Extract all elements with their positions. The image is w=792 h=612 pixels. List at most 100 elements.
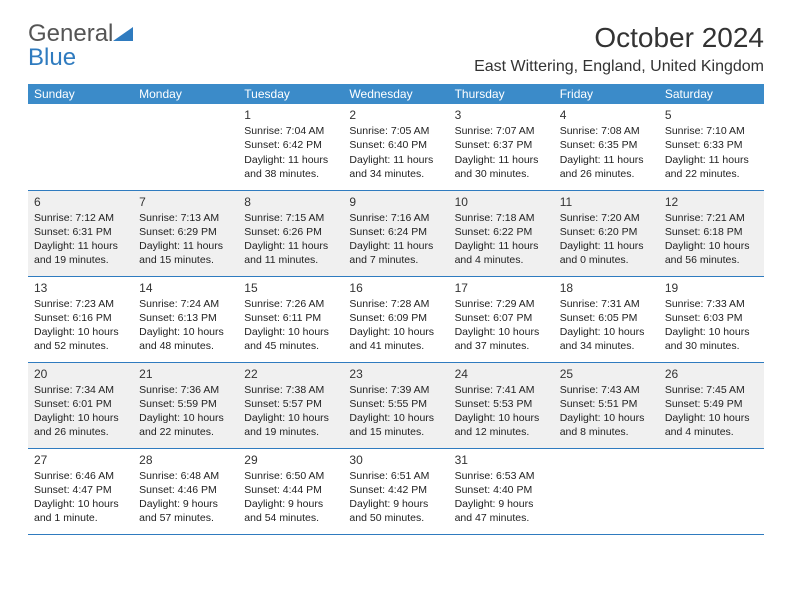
sunrise-line: Sunrise: 6:46 AM (34, 469, 127, 483)
logo-text: General Blue (28, 22, 133, 70)
day-number: 7 (139, 194, 232, 210)
sunrise-line: Sunrise: 7:28 AM (349, 297, 442, 311)
daylight-line: Daylight: 10 hours and 34 minutes. (560, 325, 653, 353)
sunset-line: Sunset: 6:26 PM (244, 225, 337, 239)
daylight-line: Daylight: 10 hours and 19 minutes. (244, 411, 337, 439)
sunrise-line: Sunrise: 7:43 AM (560, 383, 653, 397)
sunset-line: Sunset: 6:05 PM (560, 311, 653, 325)
daylight-line: Daylight: 10 hours and 48 minutes. (139, 325, 232, 353)
logo-triangle-icon (113, 27, 133, 41)
sunrise-line: Sunrise: 7:10 AM (665, 124, 758, 138)
day-number: 3 (455, 107, 548, 123)
calendar-day-cell: 1Sunrise: 7:04 AMSunset: 6:42 PMDaylight… (238, 104, 343, 190)
calendar-day-cell: 17Sunrise: 7:29 AMSunset: 6:07 PMDayligh… (449, 276, 554, 362)
sunrise-line: Sunrise: 7:04 AM (244, 124, 337, 138)
daylight-line: Daylight: 9 hours and 47 minutes. (455, 497, 548, 525)
day-number: 1 (244, 107, 337, 123)
sunrise-line: Sunrise: 7:12 AM (34, 211, 127, 225)
day-number: 31 (455, 452, 548, 468)
calendar-empty-cell (554, 448, 659, 534)
daylight-line: Daylight: 10 hours and 8 minutes. (560, 411, 653, 439)
sunset-line: Sunset: 6:33 PM (665, 138, 758, 152)
calendar-table: Sunday Monday Tuesday Wednesday Thursday… (28, 84, 764, 535)
sunrise-line: Sunrise: 7:24 AM (139, 297, 232, 311)
calendar-day-cell: 11Sunrise: 7:20 AMSunset: 6:20 PMDayligh… (554, 190, 659, 276)
calendar-day-cell: 27Sunrise: 6:46 AMSunset: 4:47 PMDayligh… (28, 448, 133, 534)
sunset-line: Sunset: 6:40 PM (349, 138, 442, 152)
sunset-line: Sunset: 5:49 PM (665, 397, 758, 411)
day-number: 12 (665, 194, 758, 210)
daylight-line: Daylight: 10 hours and 15 minutes. (349, 411, 442, 439)
calendar-day-cell: 20Sunrise: 7:34 AMSunset: 6:01 PMDayligh… (28, 362, 133, 448)
day-number: 20 (34, 366, 127, 382)
calendar-day-cell: 14Sunrise: 7:24 AMSunset: 6:13 PMDayligh… (133, 276, 238, 362)
sunset-line: Sunset: 6:18 PM (665, 225, 758, 239)
daylight-line: Daylight: 11 hours and 7 minutes. (349, 239, 442, 267)
daylight-line: Daylight: 10 hours and 45 minutes. (244, 325, 337, 353)
sunset-line: Sunset: 4:40 PM (455, 483, 548, 497)
calendar-empty-cell (659, 448, 764, 534)
calendar-week-row: 20Sunrise: 7:34 AMSunset: 6:01 PMDayligh… (28, 362, 764, 448)
calendar-day-cell: 8Sunrise: 7:15 AMSunset: 6:26 PMDaylight… (238, 190, 343, 276)
calendar-day-cell: 4Sunrise: 7:08 AMSunset: 6:35 PMDaylight… (554, 104, 659, 190)
calendar-day-cell: 2Sunrise: 7:05 AMSunset: 6:40 PMDaylight… (343, 104, 448, 190)
calendar-day-cell: 23Sunrise: 7:39 AMSunset: 5:55 PMDayligh… (343, 362, 448, 448)
sunrise-line: Sunrise: 6:51 AM (349, 469, 442, 483)
sunrise-line: Sunrise: 7:33 AM (665, 297, 758, 311)
sunset-line: Sunset: 5:51 PM (560, 397, 653, 411)
daylight-line: Daylight: 11 hours and 4 minutes. (455, 239, 548, 267)
dayheader-thursday: Thursday (449, 84, 554, 104)
sunrise-line: Sunrise: 7:31 AM (560, 297, 653, 311)
title-block: October 2024 East Wittering, England, Un… (474, 22, 764, 76)
sunrise-line: Sunrise: 6:50 AM (244, 469, 337, 483)
calendar-day-cell: 30Sunrise: 6:51 AMSunset: 4:42 PMDayligh… (343, 448, 448, 534)
sunrise-line: Sunrise: 7:45 AM (665, 383, 758, 397)
daylight-line: Daylight: 10 hours and 30 minutes. (665, 325, 758, 353)
daylight-line: Daylight: 9 hours and 54 minutes. (244, 497, 337, 525)
sunset-line: Sunset: 6:16 PM (34, 311, 127, 325)
dayheader-wednesday: Wednesday (343, 84, 448, 104)
daylight-line: Daylight: 11 hours and 30 minutes. (455, 153, 548, 181)
calendar-day-cell: 26Sunrise: 7:45 AMSunset: 5:49 PMDayligh… (659, 362, 764, 448)
daylight-line: Daylight: 10 hours and 12 minutes. (455, 411, 548, 439)
daylight-line: Daylight: 11 hours and 15 minutes. (139, 239, 232, 267)
day-number: 15 (244, 280, 337, 296)
logo-word2: Blue (28, 44, 76, 71)
day-number: 30 (349, 452, 442, 468)
daylight-line: Daylight: 10 hours and 56 minutes. (665, 239, 758, 267)
month-title: October 2024 (474, 22, 764, 54)
dayheader-friday: Friday (554, 84, 659, 104)
sunrise-line: Sunrise: 7:13 AM (139, 211, 232, 225)
day-header-row: Sunday Monday Tuesday Wednesday Thursday… (28, 84, 764, 104)
daylight-line: Daylight: 11 hours and 34 minutes. (349, 153, 442, 181)
sunset-line: Sunset: 6:22 PM (455, 225, 548, 239)
calendar-empty-cell (28, 104, 133, 190)
sunrise-line: Sunrise: 7:34 AM (34, 383, 127, 397)
sunrise-line: Sunrise: 7:05 AM (349, 124, 442, 138)
calendar-week-row: 13Sunrise: 7:23 AMSunset: 6:16 PMDayligh… (28, 276, 764, 362)
day-number: 18 (560, 280, 653, 296)
daylight-line: Daylight: 10 hours and 22 minutes. (139, 411, 232, 439)
sunset-line: Sunset: 6:37 PM (455, 138, 548, 152)
calendar-day-cell: 19Sunrise: 7:33 AMSunset: 6:03 PMDayligh… (659, 276, 764, 362)
daylight-line: Daylight: 11 hours and 22 minutes. (665, 153, 758, 181)
calendar-day-cell: 16Sunrise: 7:28 AMSunset: 6:09 PMDayligh… (343, 276, 448, 362)
calendar-body: 1Sunrise: 7:04 AMSunset: 6:42 PMDaylight… (28, 104, 764, 534)
day-number: 2 (349, 107, 442, 123)
calendar-day-cell: 13Sunrise: 7:23 AMSunset: 6:16 PMDayligh… (28, 276, 133, 362)
sunrise-line: Sunrise: 7:23 AM (34, 297, 127, 311)
calendar-empty-cell (133, 104, 238, 190)
daylight-line: Daylight: 10 hours and 52 minutes. (34, 325, 127, 353)
day-number: 9 (349, 194, 442, 210)
calendar-week-row: 1Sunrise: 7:04 AMSunset: 6:42 PMDaylight… (28, 104, 764, 190)
sunset-line: Sunset: 5:57 PM (244, 397, 337, 411)
sunrise-line: Sunrise: 7:20 AM (560, 211, 653, 225)
calendar-week-row: 6Sunrise: 7:12 AMSunset: 6:31 PMDaylight… (28, 190, 764, 276)
day-number: 13 (34, 280, 127, 296)
dayheader-saturday: Saturday (659, 84, 764, 104)
sunrise-line: Sunrise: 7:07 AM (455, 124, 548, 138)
sunset-line: Sunset: 6:13 PM (139, 311, 232, 325)
day-number: 19 (665, 280, 758, 296)
sunset-line: Sunset: 4:44 PM (244, 483, 337, 497)
day-number: 6 (34, 194, 127, 210)
